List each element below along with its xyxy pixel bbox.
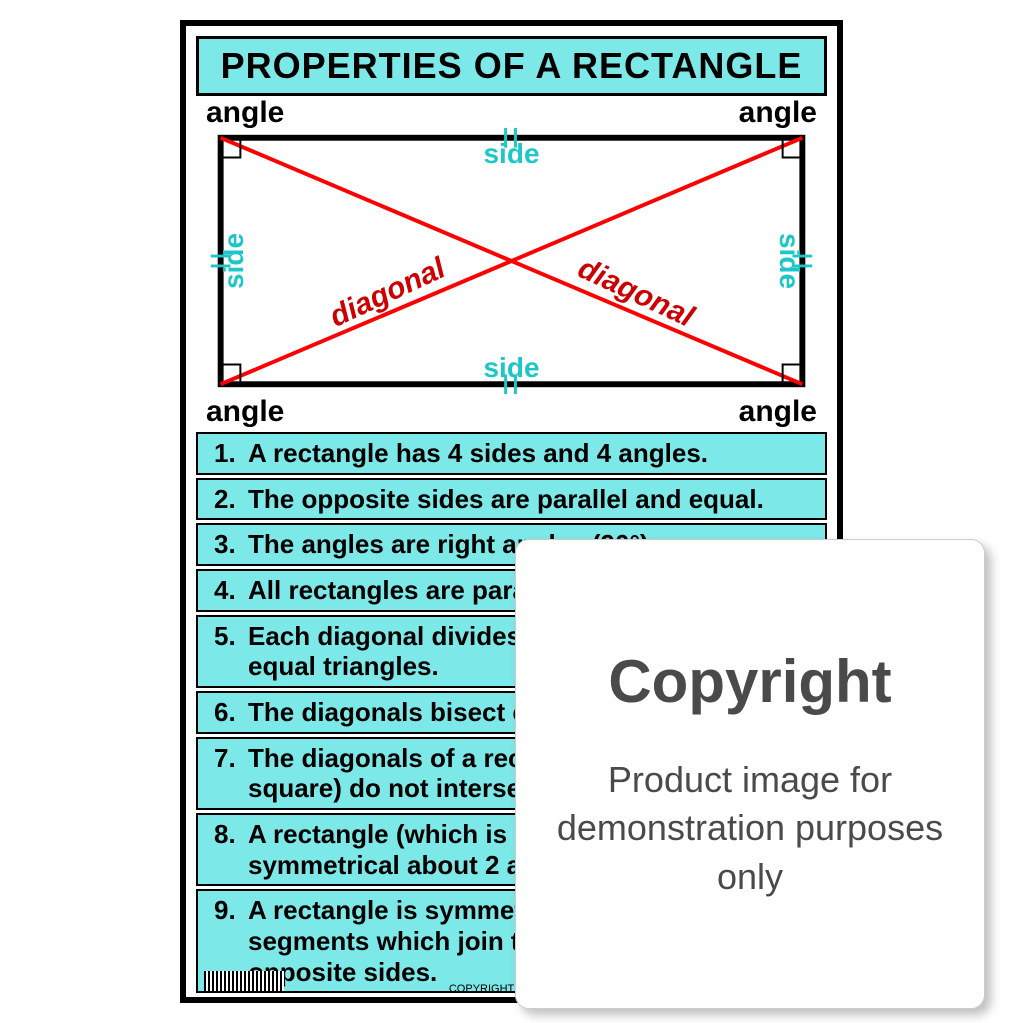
side-label-left: side [218,233,250,289]
rectangle-diagram: angle angle angle angle side side side s… [196,96,827,426]
watermark-subtitle: Product image for demonstration purposes… [546,756,954,902]
angle-label-bl: angle [206,395,284,429]
property-row: 2.The opposite sides are parallel and eq… [196,478,827,521]
property-text: The opposite sides are parallel and equa… [248,484,815,515]
angle-label-tr: angle [739,96,817,130]
poster-title: PROPERTIES OF A RECTANGLE [199,45,824,87]
side-label-bottom: side [483,352,539,384]
title-band: PROPERTIES OF A RECTANGLE [196,36,827,96]
property-text: A rectangle has 4 sides and 4 angles. [248,438,815,469]
side-label-top: side [483,138,539,170]
watermark-card: Copyright Product image for demonstratio… [515,539,985,1009]
property-row: 1.A rectangle has 4 sides and 4 angles. [196,432,827,475]
side-label-right: side [773,233,805,289]
watermark-title: Copyright [608,647,891,716]
angle-label-tl: angle [206,96,284,130]
copyright-word: COPYRIGHT [449,983,514,995]
angle-label-br: angle [739,395,817,429]
